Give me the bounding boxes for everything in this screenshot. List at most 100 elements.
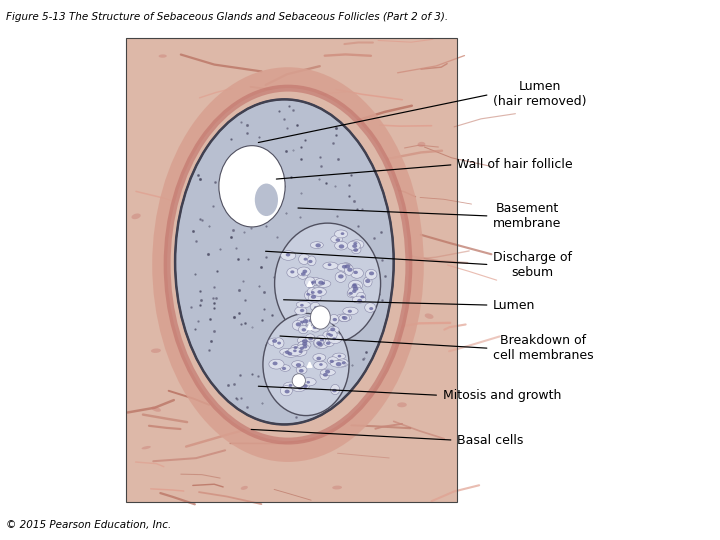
Ellipse shape — [315, 279, 325, 286]
Ellipse shape — [397, 402, 407, 407]
Ellipse shape — [314, 306, 318, 309]
Ellipse shape — [320, 369, 336, 376]
Ellipse shape — [338, 245, 344, 248]
Ellipse shape — [333, 338, 336, 340]
Ellipse shape — [330, 384, 340, 395]
Ellipse shape — [311, 295, 316, 299]
Ellipse shape — [314, 361, 327, 369]
FancyBboxPatch shape — [126, 38, 457, 502]
Ellipse shape — [311, 291, 315, 294]
Ellipse shape — [365, 279, 371, 283]
Ellipse shape — [315, 244, 321, 247]
Ellipse shape — [219, 146, 285, 227]
Ellipse shape — [336, 359, 348, 367]
Ellipse shape — [292, 347, 307, 356]
Text: Breakdown of
cell membranes: Breakdown of cell membranes — [493, 334, 594, 362]
Ellipse shape — [296, 301, 310, 308]
Ellipse shape — [307, 381, 310, 383]
Ellipse shape — [342, 316, 348, 320]
Ellipse shape — [290, 271, 294, 273]
Ellipse shape — [328, 333, 342, 343]
Ellipse shape — [369, 307, 373, 310]
Ellipse shape — [342, 265, 347, 268]
Ellipse shape — [330, 361, 346, 367]
Ellipse shape — [269, 359, 284, 369]
Ellipse shape — [152, 68, 424, 462]
Ellipse shape — [332, 485, 342, 489]
Ellipse shape — [320, 371, 329, 380]
Ellipse shape — [308, 294, 321, 302]
Ellipse shape — [316, 280, 331, 287]
Ellipse shape — [294, 346, 297, 349]
Ellipse shape — [319, 363, 323, 366]
Ellipse shape — [280, 348, 294, 355]
Ellipse shape — [175, 99, 394, 424]
Ellipse shape — [300, 316, 314, 326]
Ellipse shape — [310, 242, 323, 248]
Ellipse shape — [330, 235, 343, 243]
Ellipse shape — [286, 253, 290, 256]
Ellipse shape — [352, 296, 366, 303]
Ellipse shape — [274, 223, 381, 344]
Ellipse shape — [314, 338, 329, 349]
Text: Mitosis and growth: Mitosis and growth — [443, 389, 561, 402]
Ellipse shape — [292, 320, 303, 330]
Ellipse shape — [313, 354, 325, 361]
Ellipse shape — [348, 292, 353, 295]
Ellipse shape — [310, 306, 330, 329]
Ellipse shape — [280, 386, 292, 396]
Ellipse shape — [302, 345, 307, 348]
Ellipse shape — [296, 322, 301, 326]
Ellipse shape — [292, 383, 306, 391]
Ellipse shape — [348, 287, 364, 297]
Ellipse shape — [297, 386, 303, 390]
Ellipse shape — [306, 334, 315, 342]
Text: Wall of hair follicle: Wall of hair follicle — [457, 158, 573, 171]
Text: Lumen: Lumen — [493, 299, 536, 312]
Ellipse shape — [293, 349, 297, 352]
Ellipse shape — [332, 389, 337, 392]
Ellipse shape — [344, 265, 354, 275]
Text: Basal cells: Basal cells — [457, 434, 523, 447]
Ellipse shape — [297, 345, 310, 351]
Ellipse shape — [337, 263, 352, 271]
Ellipse shape — [309, 319, 313, 322]
Ellipse shape — [352, 244, 357, 248]
Ellipse shape — [318, 281, 324, 285]
Ellipse shape — [268, 338, 282, 346]
Ellipse shape — [284, 382, 299, 389]
Ellipse shape — [356, 292, 366, 300]
Ellipse shape — [299, 341, 308, 350]
Ellipse shape — [369, 272, 374, 275]
Ellipse shape — [365, 303, 376, 312]
Ellipse shape — [303, 319, 308, 323]
Ellipse shape — [323, 331, 333, 339]
Ellipse shape — [343, 307, 358, 315]
Ellipse shape — [335, 230, 348, 238]
Ellipse shape — [167, 88, 409, 441]
Ellipse shape — [299, 254, 310, 265]
Ellipse shape — [336, 238, 341, 242]
Ellipse shape — [312, 280, 316, 284]
Ellipse shape — [299, 369, 304, 373]
Ellipse shape — [330, 360, 334, 363]
Ellipse shape — [317, 335, 325, 344]
Ellipse shape — [282, 367, 286, 370]
Ellipse shape — [335, 241, 348, 250]
Ellipse shape — [287, 352, 292, 355]
Ellipse shape — [425, 313, 433, 319]
Ellipse shape — [302, 328, 306, 332]
Ellipse shape — [291, 345, 302, 352]
Ellipse shape — [307, 256, 316, 266]
Ellipse shape — [347, 290, 356, 298]
Ellipse shape — [314, 338, 323, 347]
Ellipse shape — [324, 339, 335, 347]
Ellipse shape — [351, 280, 361, 289]
Ellipse shape — [272, 339, 277, 343]
Ellipse shape — [323, 373, 328, 376]
Ellipse shape — [151, 407, 161, 412]
Ellipse shape — [284, 390, 289, 394]
Text: Discharge of
sebum: Discharge of sebum — [493, 251, 572, 279]
Ellipse shape — [302, 384, 307, 388]
Ellipse shape — [304, 258, 307, 261]
